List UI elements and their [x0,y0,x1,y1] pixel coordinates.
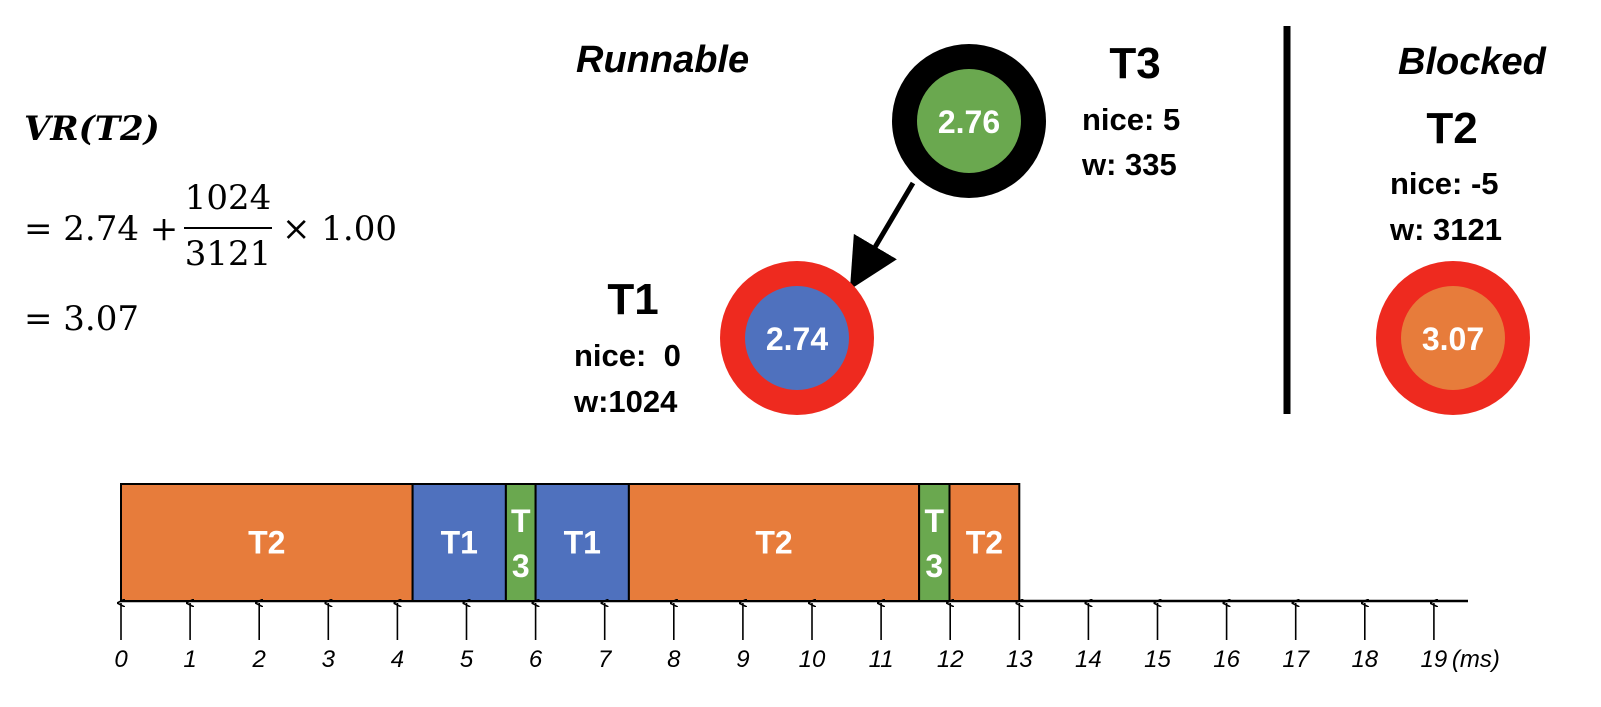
task-node-t2: 3.07 [1376,261,1530,415]
timeline-tick-label: 2 [252,646,266,673]
timeline: T2 T1T 3T1 T2T 3T2 0 1 2 3 4 5 6 7 8 9 10 11 12 13 14 15 16 1… [114,483,1500,673]
timeline-segment-t2 [627,483,921,602]
formula-numerator: 1024 [185,178,272,218]
timeline-tick-label: 6 [529,646,543,673]
t1-weight: w:1024 [573,384,678,419]
t2-vruntime: 3.07 [1422,321,1484,357]
timeline-segments: T2 T1 T 3 T1 T2 T 3 T2 [120,483,1021,602]
timeline-tick-label: 10 [799,646,826,673]
task-node-t1: 2.74 [720,261,874,415]
timeline-tick-label: 16 [1213,646,1240,673]
t3-node-circle [917,69,1021,173]
timeline-tick-label: 13 [1006,646,1033,673]
timeline-tick-label: 7 [598,646,613,673]
timeline-segment-label: T2 [248,525,285,561]
timeline-segment-t1 [534,483,630,602]
tree-edge-t3-to-t1 [849,181,916,290]
timeline-tick-label: 1 [183,646,196,673]
timeline-segment-t3 [504,483,537,602]
timeline-segment-label: T2 [966,525,1003,561]
formula-line2-prefix: = 2.74 + [24,209,178,249]
t2-node-circle [1401,286,1505,390]
timeline-tick-label: 17 [1282,646,1310,673]
timeline-tick-label: 19 [1421,646,1448,673]
t2-nice: nice: -5 [1390,166,1499,201]
timeline-tick-label: 12 [937,646,964,673]
timeline-tick-label: 18 [1351,646,1378,673]
t3-vruntime: 2.76 [938,104,1000,140]
t1-vruntime: 2.74 [766,321,828,357]
timeline-segment-t2 [120,483,414,602]
t2-weight: w: 3121 [1389,212,1502,247]
timeline-segment-label: T1 [441,525,478,561]
timeline-tick-label: 8 [667,646,681,673]
t2-name: T2 [1426,104,1477,153]
timeline-tick-label: 5 [460,646,474,673]
timeline-segment-t2 [948,483,1021,602]
t1-node-circle [745,286,849,390]
t3-nice: nice: 5 [1082,102,1180,137]
timeline-tick-label: 3 [322,646,336,673]
timeline-tick-label: 4 [391,646,404,673]
timeline-ticks: 0 1 2 3 4 5 6 7 8 9 10 11 12 13 14 15 16 17 18 19 [114,603,1447,673]
timeline-tick-label: 15 [1144,646,1171,673]
t3-name: T3 [1109,39,1160,88]
timeline-tick-label: 11 [869,646,894,673]
runnable-heading: Runnable [576,39,749,81]
timeline-segment-label: T2 [755,525,792,561]
vruntime-formula: VR(T2) = 2.74 + 1024 3121 × 1.00 = 3.07 [24,109,397,339]
t3-weight: w: 335 [1081,147,1177,182]
task-node-t3: 2.76 [892,44,1046,198]
timeline-segment-t3 [918,483,951,602]
formula-result: = 3.07 [24,299,139,339]
timeline-tick-label: 14 [1075,646,1102,673]
timeline-segment-label: T1 [564,525,601,561]
t1-nice: nice: 0 [574,338,681,373]
timeline-tick-label: 0 [114,646,128,673]
blocked-heading: Blocked [1398,41,1547,83]
timeline-unit: (ms) [1452,646,1500,673]
formula-denominator: 3121 [185,234,272,274]
timeline-tick-label: 9 [736,646,749,673]
formula-line2-suffix: × 1.00 [282,209,397,249]
t1-name: T1 [607,275,658,324]
formula-lhs: VR(T2) [24,109,160,149]
timeline-segment-t1 [411,483,507,602]
